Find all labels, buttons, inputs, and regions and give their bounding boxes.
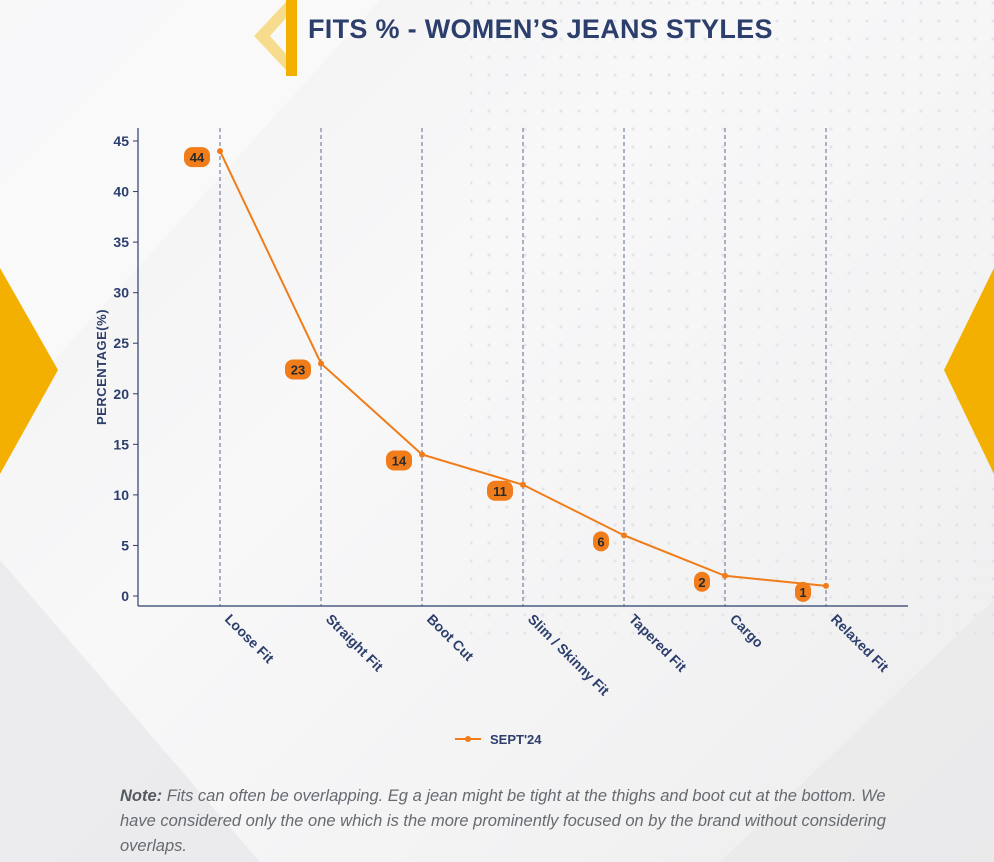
data-label: 14 [392,453,407,468]
title-chevron-icon [254,2,286,70]
y-tick-label: 5 [121,537,129,553]
title-area: FITS % - WOMEN’S JEANS STYLES [250,0,850,76]
y-tick-label: 10 [113,487,129,503]
x-tick-label: Straight Fit [323,611,387,675]
note-text: Fits can often be overlapping. Eg a jean… [120,787,886,855]
y-tick-label: 35 [113,234,129,250]
data-label-badge [487,480,513,501]
x-tick-label: Relaxed Fit [828,611,892,675]
data-label-badge [694,571,710,592]
y-tick-label: 45 [113,133,129,149]
y-tick-label: 25 [113,335,129,351]
data-label: 23 [291,362,305,377]
data-label: 6 [597,534,604,549]
data-label: 44 [190,150,205,165]
legend-marker [465,736,471,742]
data-point [217,148,223,155]
x-tick-label: Boot Cut [424,611,477,664]
data-label: 11 [493,484,507,499]
right-chevron-decoration [944,268,994,474]
data-point [318,360,324,367]
data-point [722,572,728,579]
data-label-badge [795,581,811,602]
data-point [520,481,526,488]
x-tick-label: Cargo [727,611,767,651]
x-tick-label: Slim / Skinny Fit [525,611,613,699]
line-chart: 0 5 10 15 20 25 30 35 40 45 PERCENTAGE(%) Loose Fit… [94,128,908,747]
data-label-badge [184,147,210,168]
data-label-badge [593,531,609,552]
data-point [621,532,627,539]
data-point [823,582,829,589]
x-tick-label: Loose Fit [222,611,278,667]
data-point [419,451,425,458]
y-axis-title: PERCENTAGE(%) [94,309,109,425]
page-title: FITS % - WOMEN’S JEANS STYLES [308,14,773,44]
y-tick-label: 0 [121,588,129,604]
data-label-badge [386,450,412,471]
data-label: 1 [799,585,806,600]
y-tick-label: 40 [113,184,129,200]
note-label: Note: [120,787,163,805]
y-tick-label: 15 [113,436,129,452]
chart-note: Note: Fits can often be overlapping. Eg … [120,784,900,859]
data-label-badge [285,359,311,380]
x-tick-label: Tapered Fit [626,611,690,675]
legend-label: SEPT'24 [490,732,542,747]
data-label: 2 [698,575,705,590]
y-tick-label: 30 [113,285,129,301]
title-accent-bar [286,0,297,76]
y-tick-label: 20 [113,386,129,402]
left-chevron-decoration [0,268,58,474]
